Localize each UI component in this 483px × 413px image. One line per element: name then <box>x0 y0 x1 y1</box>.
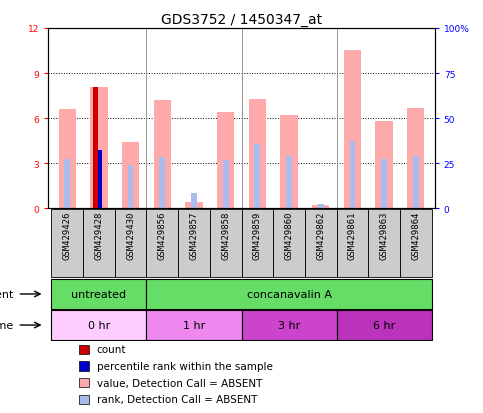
Bar <box>79 345 89 354</box>
Bar <box>217 113 234 209</box>
Bar <box>407 108 425 209</box>
Bar <box>210 210 242 278</box>
Bar <box>83 210 115 278</box>
Bar <box>52 311 146 340</box>
Text: 1 hr: 1 hr <box>183 320 205 330</box>
Text: time: time <box>0 320 14 330</box>
Bar <box>343 51 361 209</box>
Bar <box>90 87 108 209</box>
Text: value, Detection Call = ABSENT: value, Detection Call = ABSENT <box>97 377 262 388</box>
Bar <box>79 361 89 371</box>
Text: concanavalin A: concanavalin A <box>246 289 331 299</box>
Text: 6 hr: 6 hr <box>373 320 395 330</box>
Bar <box>312 206 329 209</box>
Bar <box>79 378 89 387</box>
Bar <box>128 165 133 209</box>
Text: GSM429858: GSM429858 <box>221 211 230 259</box>
Text: untreated: untreated <box>71 289 127 299</box>
Bar <box>178 210 210 278</box>
Bar <box>98 150 102 209</box>
Text: GSM429426: GSM429426 <box>63 211 72 259</box>
Bar <box>368 210 400 278</box>
Bar <box>273 210 305 278</box>
Text: rank, Detection Call = ABSENT: rank, Detection Call = ABSENT <box>97 394 257 404</box>
Bar <box>350 141 355 209</box>
Bar <box>96 150 102 209</box>
Bar <box>305 210 337 278</box>
Bar <box>337 210 368 278</box>
Bar <box>242 210 273 278</box>
Bar <box>318 204 324 209</box>
Bar <box>52 210 83 278</box>
Bar <box>58 110 76 209</box>
Bar <box>146 311 242 340</box>
Text: GSM429861: GSM429861 <box>348 211 357 259</box>
Bar <box>381 159 387 209</box>
Text: 3 hr: 3 hr <box>278 320 300 330</box>
Bar <box>375 122 393 209</box>
Text: GSM429863: GSM429863 <box>380 211 388 259</box>
Text: GSM429857: GSM429857 <box>189 211 199 259</box>
Bar <box>146 210 178 278</box>
Bar <box>122 143 140 209</box>
Bar <box>242 311 337 340</box>
Text: GSM429856: GSM429856 <box>158 211 167 259</box>
Text: GSM429864: GSM429864 <box>411 211 420 259</box>
Bar <box>115 210 146 278</box>
Text: GSM429862: GSM429862 <box>316 211 325 259</box>
Bar <box>255 144 260 209</box>
Text: count: count <box>97 344 126 354</box>
Text: percentile rank within the sample: percentile rank within the sample <box>97 361 272 371</box>
Bar <box>400 210 431 278</box>
Text: GSM429859: GSM429859 <box>253 211 262 259</box>
Bar <box>79 394 89 404</box>
Text: 0 hr: 0 hr <box>88 320 110 330</box>
Bar <box>191 194 197 209</box>
Text: GSM429428: GSM429428 <box>95 211 103 259</box>
Text: agent: agent <box>0 289 14 299</box>
Bar <box>159 158 165 209</box>
Bar <box>337 311 431 340</box>
Bar <box>64 159 70 209</box>
Bar <box>286 156 292 209</box>
Title: GDS3752 / 1450347_at: GDS3752 / 1450347_at <box>161 12 322 26</box>
Bar <box>223 161 228 209</box>
Text: GSM429860: GSM429860 <box>284 211 294 259</box>
Bar <box>413 156 419 209</box>
Bar <box>93 87 99 209</box>
Text: GSM429430: GSM429430 <box>126 211 135 259</box>
Bar <box>146 280 431 309</box>
Bar <box>249 99 266 209</box>
Bar <box>154 101 171 209</box>
Bar <box>52 280 146 309</box>
Bar <box>280 116 298 209</box>
Bar <box>185 203 203 209</box>
